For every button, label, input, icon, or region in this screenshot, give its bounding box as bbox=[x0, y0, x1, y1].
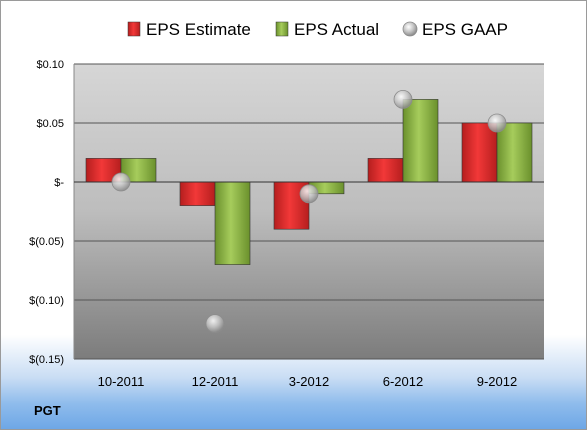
bar-eps-estimate bbox=[179, 181, 216, 206]
x-tick-label: 3-2012 bbox=[289, 374, 329, 389]
legend-swatch bbox=[275, 21, 289, 37]
legend-swatch bbox=[127, 21, 141, 37]
legend: EPS Estimate EPS Actual EPS GAAP bbox=[127, 20, 508, 39]
y-tick-label: $(0.15) bbox=[29, 354, 64, 366]
bar-eps-actual bbox=[496, 122, 533, 183]
gaap-marker bbox=[393, 90, 413, 109]
x-tick-label: 9-2012 bbox=[477, 374, 517, 389]
bar-eps-estimate bbox=[461, 122, 498, 183]
y-tick-label: $(0.10) bbox=[29, 295, 64, 307]
legend-label: EPS GAAP bbox=[422, 20, 508, 39]
bar-eps-actual bbox=[402, 99, 439, 183]
legend-swatch-marker bbox=[402, 21, 418, 37]
x-tick-label: 6-2012 bbox=[383, 374, 423, 389]
y-tick-label: $0.05 bbox=[36, 118, 64, 130]
y-tick-label: $0.10 bbox=[36, 59, 64, 71]
gaap-marker bbox=[299, 184, 319, 204]
legend-label: EPS Estimate bbox=[146, 20, 251, 39]
bar-eps-estimate bbox=[367, 158, 404, 183]
legend-label: EPS Actual bbox=[294, 20, 379, 39]
gaap-marker bbox=[205, 314, 225, 334]
y-tick-label: $- bbox=[54, 177, 64, 189]
y-tick-label: $(0.05) bbox=[29, 236, 64, 248]
x-tick-label: 10-2011 bbox=[98, 374, 145, 389]
bar-eps-actual bbox=[214, 181, 251, 265]
ticker-label: PGT bbox=[34, 403, 61, 418]
gaap-marker bbox=[487, 113, 507, 133]
x-tick-label: 12-2011 bbox=[192, 374, 239, 389]
gaap-marker bbox=[111, 172, 131, 192]
